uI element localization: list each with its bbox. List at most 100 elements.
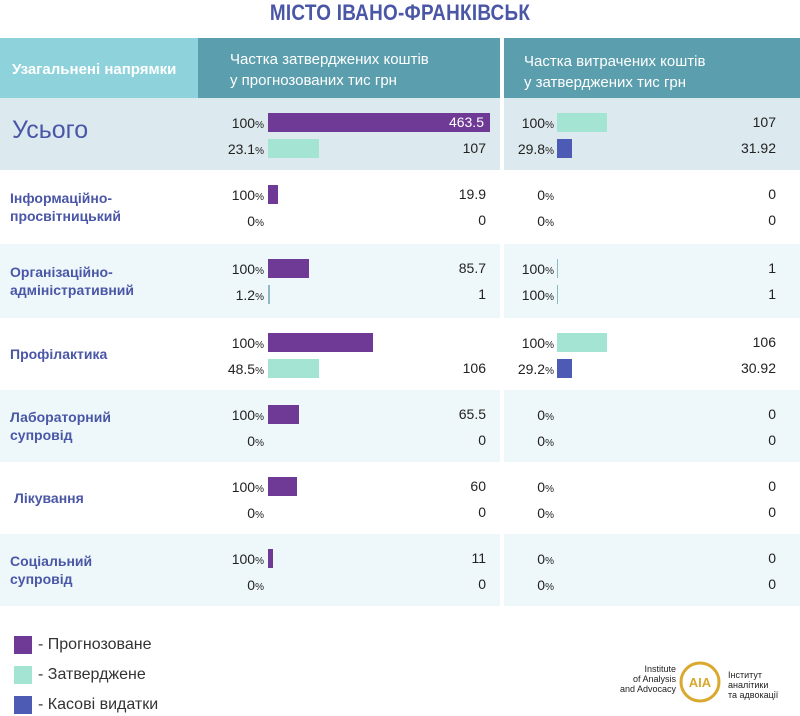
percent-value: 29.2	[517, 361, 546, 377]
category-label-line: просвітницький	[10, 208, 122, 224]
header-divider	[500, 38, 504, 98]
logo-icon: AIA	[679, 661, 721, 703]
approved-bar	[268, 285, 270, 304]
percent-sign: %	[545, 266, 554, 277]
percent-value: 100	[521, 261, 546, 277]
percent-value: 0	[537, 187, 546, 203]
row-divider	[500, 534, 504, 606]
percent-sign: %	[255, 218, 264, 229]
right-value: 0	[768, 504, 776, 520]
forecast-bar	[268, 113, 490, 132]
percent-value: 100	[231, 407, 256, 423]
left-value: 107	[462, 140, 486, 156]
percent-value: 100	[231, 115, 256, 131]
right-value: 0	[768, 432, 776, 448]
percent-value: 0	[247, 213, 256, 229]
left-value: 19.9	[458, 186, 486, 202]
right-value: 1	[768, 260, 776, 276]
header-spent-share: Частка витрачених коштів у затверджених …	[504, 38, 800, 98]
category-label-total: Усього	[12, 116, 88, 144]
right-value: 0	[768, 186, 776, 202]
forecast-bar	[268, 185, 278, 204]
left-value: 0	[478, 212, 486, 228]
page-title: МІСТО ІВАНО-ФРАНКІВСЬК	[269, 0, 531, 25]
left-value: 0	[478, 576, 486, 592]
left-value: 60	[470, 478, 486, 494]
logo-ua-line: Інститут	[728, 670, 762, 680]
percent-sign: %	[255, 510, 264, 521]
percent-value: 48.5	[227, 361, 256, 377]
category-label-line: Інформаційно-	[10, 190, 113, 206]
right-value: 1	[768, 286, 776, 302]
percent-value: 23.1	[227, 141, 256, 157]
percent-sign: %	[255, 340, 264, 351]
percent-sign: %	[545, 146, 554, 157]
approved-bar	[268, 139, 319, 158]
row-background	[0, 390, 800, 462]
category-label: Лікування	[14, 489, 84, 507]
right-percent: 0%	[500, 433, 554, 449]
category-label: Інформаційно-просвітницький	[10, 189, 121, 225]
row-background	[0, 462, 800, 534]
percent-sign: %	[545, 484, 554, 495]
legend-swatch	[14, 666, 32, 684]
category-label-line: Організаційно-	[10, 264, 113, 280]
right-value: 0	[768, 576, 776, 592]
percent-sign: %	[545, 192, 554, 203]
row-background	[0, 98, 800, 170]
header-approved-line2: у прогнозованих тис грн	[230, 72, 397, 89]
percent-value: 0	[537, 505, 546, 521]
cash-bar	[557, 285, 558, 304]
row-background	[0, 170, 800, 244]
percent-value: 0	[537, 551, 546, 567]
left-value: 463.5	[448, 114, 484, 130]
right-percent: 0%	[500, 577, 554, 593]
forecast-bar	[268, 333, 373, 352]
header-spent-line2: у затверджених тис грн	[524, 74, 687, 91]
percent-value: 0	[537, 479, 546, 495]
forecast-bar	[268, 477, 297, 496]
percent-sign: %	[255, 146, 264, 157]
left-value: 11	[471, 550, 486, 566]
left-percent: 100%	[200, 479, 264, 495]
forecast-bar	[268, 259, 309, 278]
category-label: Лабораторний супровід	[10, 408, 111, 444]
percent-sign: %	[255, 366, 264, 377]
percent-sign: %	[545, 218, 554, 229]
percent-sign: %	[255, 292, 264, 303]
percent-sign: %	[545, 292, 554, 303]
forecast-bar	[268, 405, 299, 424]
logo-en-line: of Analysis	[632, 674, 676, 684]
percent-value: 0	[247, 505, 256, 521]
right-value: 0	[768, 478, 776, 494]
percent-value: 0	[247, 433, 256, 449]
row-background	[0, 318, 800, 390]
cash-bar	[557, 139, 572, 158]
logo-en-line: Institute	[644, 664, 676, 674]
cash-bar	[557, 359, 572, 378]
left-percent: 23.1%	[200, 141, 264, 157]
right-percent: 0%	[500, 551, 554, 567]
percent-sign: %	[255, 438, 264, 449]
legend-label: - Касові видатки	[38, 696, 159, 713]
percent-value: 29.8	[517, 141, 546, 157]
percent-value: 100	[231, 261, 256, 277]
percent-value: 0	[537, 577, 546, 593]
percent-value: 100	[231, 551, 256, 567]
row-divider	[500, 244, 504, 318]
row-divider	[500, 170, 504, 244]
right-percent: 100%	[500, 115, 554, 131]
forecast-bar	[268, 549, 273, 568]
right-value: 0	[768, 212, 776, 228]
percent-sign: %	[545, 582, 554, 593]
left-percent: 100%	[200, 187, 264, 203]
header-directions-label: Узагальнені напрямки	[12, 61, 177, 78]
percent-value: 100	[231, 187, 256, 203]
legend-swatch	[14, 696, 32, 714]
percent-sign: %	[255, 412, 264, 423]
left-value: 65.5	[458, 406, 486, 422]
category-label-line: Усього	[12, 116, 89, 144]
category-label-line: супровід	[10, 571, 73, 587]
left-percent: 0%	[200, 505, 264, 521]
percent-value: 100	[231, 479, 256, 495]
